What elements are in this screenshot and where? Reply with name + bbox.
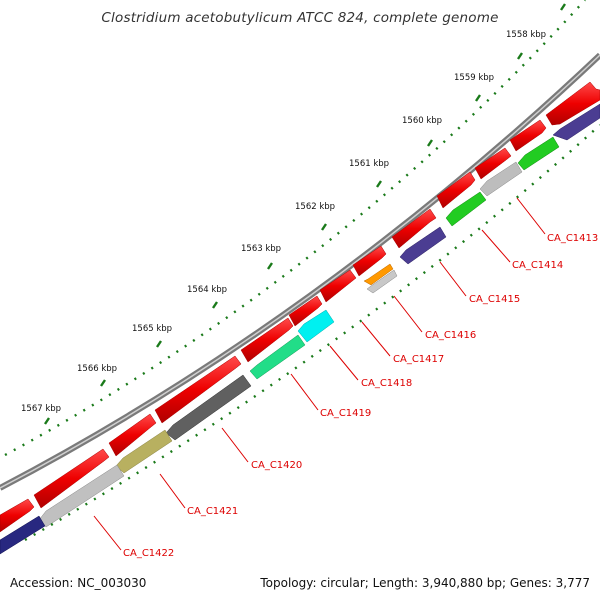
gene-forward-8 xyxy=(288,295,323,327)
kbp-label-1567: 1567 kbp xyxy=(21,404,61,414)
kbp-label-1562: 1562 kbp xyxy=(295,202,335,212)
gene-forward-7 xyxy=(319,269,357,303)
gene-reverse-13 xyxy=(0,515,46,555)
kbp-label-1565: 1565 kbp xyxy=(132,324,172,334)
kbp-label-1563: 1563 kbp xyxy=(241,244,281,254)
accession-text: Accession: NC_003030 xyxy=(10,576,147,590)
gene-label-CA_C1422: CA_C1422 xyxy=(123,548,174,559)
gene-reverse-6 xyxy=(363,263,394,286)
map-title: Clostridium acetobutylicum ATCC 824, com… xyxy=(101,10,499,26)
kbp-label-1564: 1564 kbp xyxy=(187,285,227,295)
gene-label-CA_C1413: CA_C1413 xyxy=(547,233,598,244)
gene-reverse-4 xyxy=(445,191,487,227)
gene-label-CA_C1416: CA_C1416 xyxy=(425,330,476,341)
scale-dot-arc xyxy=(4,0,586,457)
genome-summary-text: Topology: circular; Length: 3,940,880 bp… xyxy=(260,576,590,590)
gene-forward-12 xyxy=(33,448,110,509)
kbp-label-1561: 1561 kbp xyxy=(349,159,389,169)
gene-label-CA_C1417: CA_C1417 xyxy=(393,354,444,365)
gene-reverse-8 xyxy=(297,309,335,343)
gene-forward-13 xyxy=(0,498,35,533)
gene-label-CA_C1414: CA_C1414 xyxy=(512,260,563,271)
reverse-strand-genes[interactable] xyxy=(0,103,600,555)
gene-forward-10 xyxy=(154,355,242,424)
kbp-label-1566: 1566 kbp xyxy=(77,364,117,374)
genome-backbone xyxy=(0,52,600,491)
inner-scale-dot-arc xyxy=(24,124,600,542)
gene-label-CA_C1419: CA_C1419 xyxy=(320,408,371,419)
gene-forward-9 xyxy=(240,317,294,363)
gene-forward-6 xyxy=(352,245,387,277)
gene-forward-11 xyxy=(108,413,157,457)
gene-labels[interactable]: CA_C1413 CA_C1414 CA_C1415 CA_C1416 CA_C… xyxy=(123,233,598,559)
gene-label-CA_C1420: CA_C1420 xyxy=(251,460,302,471)
gene-forward-2 xyxy=(509,119,547,152)
kbp-label-1558: 1558 kbp xyxy=(506,30,546,40)
gene-forward-1 xyxy=(545,81,600,126)
gene-reverse-10 xyxy=(165,374,252,441)
gene-reverse-5 xyxy=(399,226,447,265)
scale-major-ticks xyxy=(44,3,566,425)
gene-label-CA_C1421: CA_C1421 xyxy=(187,506,238,517)
gene-reverse-3 xyxy=(479,161,523,197)
kbp-label-1559: 1559 kbp xyxy=(454,73,494,83)
kbp-label-1560: 1560 kbp xyxy=(402,116,442,126)
gene-forward-5 xyxy=(391,208,437,249)
gene-forward-4 xyxy=(436,171,476,209)
gene-reverse-11 xyxy=(115,429,173,474)
forward-strand-genes[interactable] xyxy=(0,81,600,533)
gene-reverse-1 xyxy=(552,103,600,141)
gene-forward-3 xyxy=(474,147,512,180)
gene-reverse-7 xyxy=(366,269,398,294)
scale-labels: 1558 kbp 1559 kbp 1560 kbp 1561 kbp 1562… xyxy=(21,30,546,414)
gene-label-CA_C1418: CA_C1418 xyxy=(361,378,412,389)
gene-reverse-9 xyxy=(249,334,306,380)
gene-reverse-2 xyxy=(517,136,560,171)
gene-label-CA_C1415: CA_C1415 xyxy=(469,294,520,305)
label-leader-lines xyxy=(93,197,546,551)
